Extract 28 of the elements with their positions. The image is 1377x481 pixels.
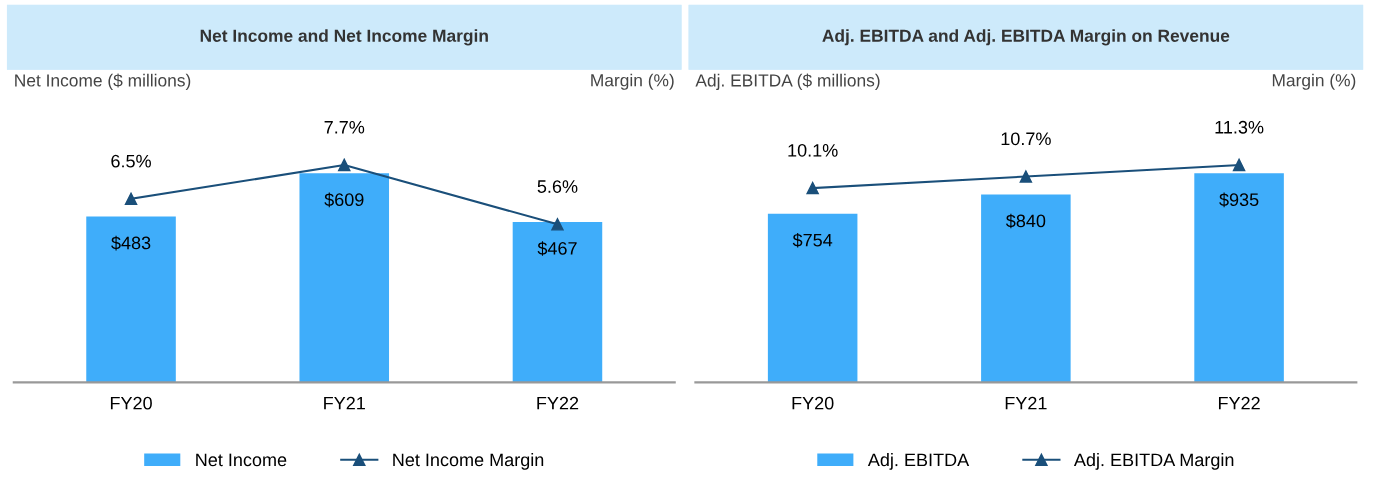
x-tick-label: FY22 — [537, 396, 579, 410]
chart-title: Net Income and Net Income Margin — [200, 29, 488, 46]
data-label: 10.1% — [788, 143, 838, 157]
legend-label: Net Income — [196, 453, 287, 467]
x-tick-label: FY21 — [1005, 396, 1047, 410]
data-label: 11.3% — [1215, 120, 1264, 134]
data-label: $483 — [111, 235, 151, 251]
data-label: $935 — [1219, 192, 1259, 208]
legend-label: Adj. EBITDA — [867, 453, 970, 470]
x-tick-label: FY20 — [792, 396, 834, 410]
y-axis-title: Net Income ($ millions) — [15, 73, 191, 90]
y2-axis-title: Margin (%) — [1272, 73, 1356, 90]
y2-axis-title: Margin (%) — [591, 73, 674, 90]
data-label: 10.7% — [1001, 132, 1051, 146]
x-tick-label: FY20 — [110, 396, 152, 410]
chart-title: Adj. EBITDA and Adj. EBITDA Margin on Revenue — [822, 29, 1230, 46]
data-label: 7.7% — [324, 120, 365, 134]
x-tick-label: FY21 — [324, 396, 365, 410]
data-label: 6.5% — [111, 154, 151, 168]
x-tick-label: FY22 — [1218, 396, 1260, 410]
data-label: $754 — [792, 232, 833, 248]
data-label: $609 — [324, 192, 364, 208]
legend-label: Adj. EBITDA Margin — [1073, 453, 1234, 470]
y-axis-title: Adj. EBITDA ($ millions) — [695, 73, 880, 90]
data-label: $840 — [1005, 213, 1046, 229]
data-label: 5.6% — [537, 180, 578, 193]
legend-label: Net Income Margin — [393, 453, 544, 470]
data-label: $467 — [537, 241, 577, 256]
